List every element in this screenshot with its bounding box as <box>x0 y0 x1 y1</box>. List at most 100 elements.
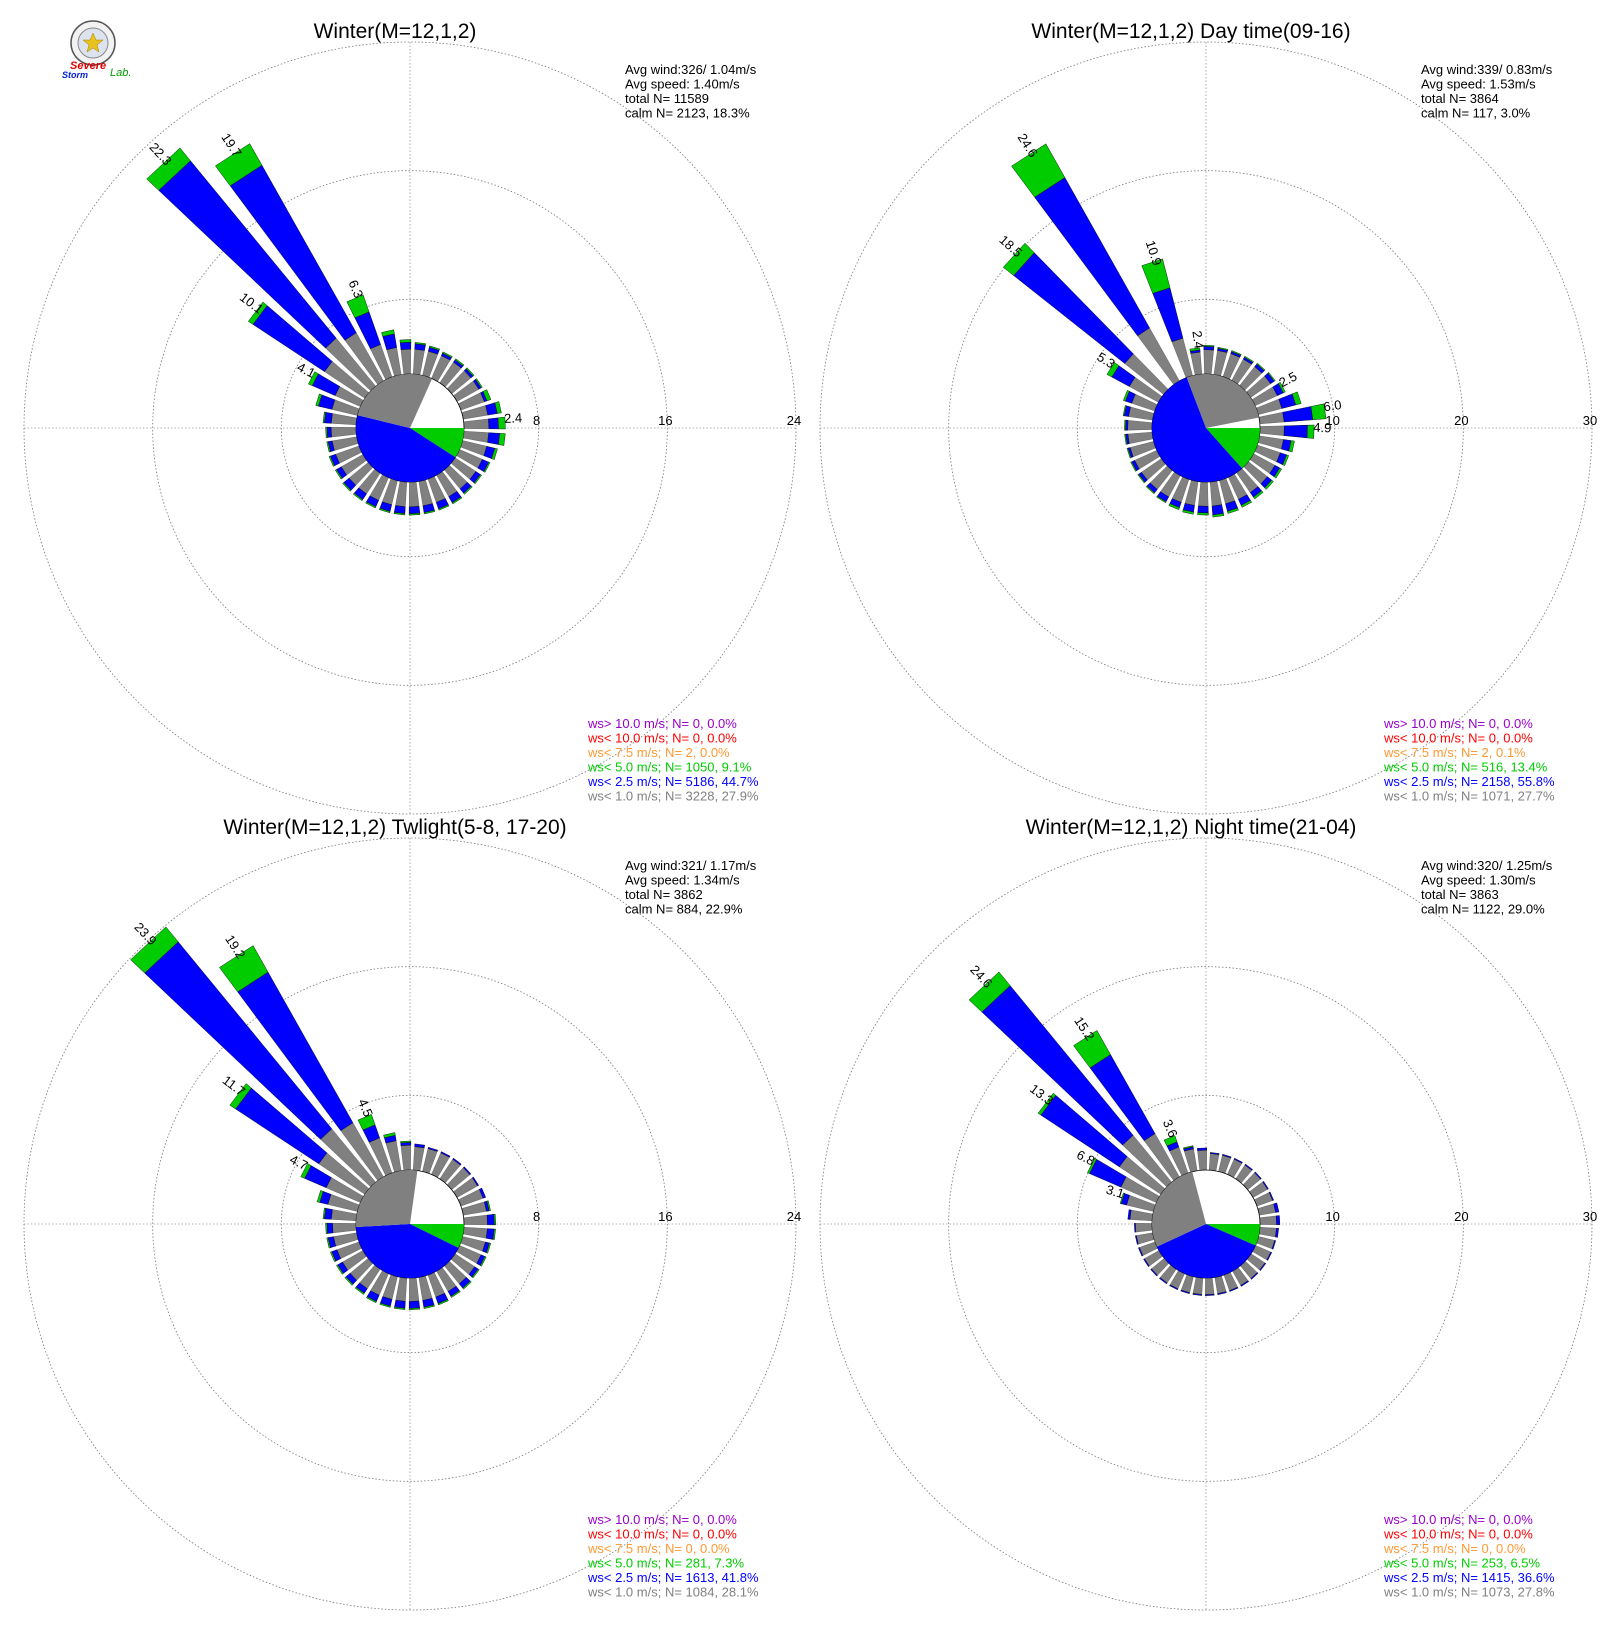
petal <box>412 342 427 378</box>
petal-green-segment <box>1267 372 1276 382</box>
legend-entry: ws< 7.5 m/s; N= 0, 0.0% <box>1383 1541 1526 1556</box>
petal <box>408 479 421 516</box>
petal: 23.9 <box>130 919 378 1189</box>
petal-green-segment <box>146 147 191 191</box>
petal-green-segment <box>1137 473 1146 484</box>
petal-green-segment <box>1087 1157 1097 1174</box>
petal <box>399 339 412 377</box>
petal-gray-segment <box>460 430 489 443</box>
ring-tick-label: 20 <box>1454 1209 1468 1224</box>
petal <box>379 476 399 514</box>
petal-gray-segment <box>395 478 408 507</box>
petal <box>456 389 492 411</box>
petal-blue-segment <box>488 417 499 430</box>
petal <box>1247 1180 1269 1199</box>
stats-line: Avg speed: 1.30m/s <box>1421 873 1536 888</box>
calm-pie-blue <box>1156 1224 1256 1278</box>
petal <box>342 460 375 492</box>
petal-value-label: 2.4 <box>504 410 523 426</box>
petal-green-segment <box>423 509 436 515</box>
lab-seal-star-icon <box>82 32 104 53</box>
petal-green-segment <box>1291 391 1302 406</box>
petal-green-segment <box>1119 1192 1125 1205</box>
petal-green-segment <box>322 411 326 424</box>
ring-tick-label: 30 <box>1583 413 1597 428</box>
petal-green-segment <box>483 461 491 473</box>
legend-entry: ws< 2.5 m/s; N= 5186, 44.7% <box>587 774 759 789</box>
logo-text-storm: Storm <box>62 70 88 80</box>
petal-blue-segment <box>1240 1280 1250 1287</box>
petal <box>1137 457 1168 484</box>
petal-green-segment <box>1182 509 1194 515</box>
petal-green-segment <box>1227 507 1239 514</box>
petal-value-label: 6.0 <box>1323 397 1343 414</box>
range-ring <box>152 966 668 1482</box>
stats-line: calm N= 2123, 18.3% <box>625 106 750 121</box>
petal <box>460 1226 496 1241</box>
ring-tick-label: 16 <box>658 1209 672 1224</box>
petal-green-segment <box>1288 440 1295 453</box>
petal <box>330 1241 364 1263</box>
petal-green-segment <box>1197 512 1209 516</box>
petal-green-segment <box>1141 258 1171 294</box>
petal-green-segment <box>325 426 328 438</box>
petal-blue-segment <box>462 1166 472 1176</box>
petal-green-segment <box>414 342 427 346</box>
ring-tick-label: 16 <box>658 413 672 428</box>
legend-entry: ws< 1.0 m/s; N= 1071, 27.7% <box>1383 789 1555 804</box>
legend-entry: ws> 10.0 m/s; N= 0, 0.0% <box>587 716 737 731</box>
petal <box>442 1259 472 1290</box>
ring-tick-label: 24 <box>787 413 801 428</box>
petal-green-segment <box>1244 355 1254 363</box>
petal <box>459 401 502 420</box>
petal-green-segment <box>393 1306 406 1310</box>
petal-blue-segment <box>326 426 332 438</box>
petal <box>325 426 359 438</box>
petal-gray-segment <box>400 1144 412 1173</box>
petal-green-segment <box>1231 350 1242 356</box>
petal-gray-segment <box>461 1214 488 1226</box>
petal <box>322 1207 360 1222</box>
petal <box>460 430 506 446</box>
petal-value-label: 2.4 <box>1189 330 1206 350</box>
petal-green-segment <box>334 469 343 480</box>
petal <box>393 1274 408 1310</box>
ring-tick-label: 8 <box>533 1209 540 1224</box>
range-ring <box>152 170 668 686</box>
petal <box>381 329 402 379</box>
legend-entry: ws< 10.0 m/s; N= 0, 0.0% <box>587 731 737 746</box>
petal-green-segment <box>1310 403 1327 420</box>
panel-title: Winter(M=12,1,2) Night time(21-04) <box>1026 816 1357 839</box>
petal-gray-segment <box>400 348 412 377</box>
petal-green-segment <box>365 501 377 509</box>
petal-green-segment <box>471 1268 480 1279</box>
petal <box>400 1140 412 1173</box>
petal-green-segment <box>1011 143 1066 198</box>
calm-pie-blue <box>356 1224 459 1279</box>
stats-line: total N= 3864 <box>1421 91 1499 106</box>
stats-line: calm N= 1122, 29.0% <box>1421 902 1545 917</box>
petal-blue-segment <box>1135 1235 1139 1245</box>
calm-pie-green <box>1206 1224 1260 1246</box>
petal-green-segment <box>1122 405 1127 417</box>
petal-blue-segment <box>1143 1258 1150 1268</box>
stats-line: calm N= 884, 22.9% <box>625 902 743 917</box>
petal-blue-segment <box>1169 1284 1179 1291</box>
petal-value-label: 3.1 <box>1104 1182 1126 1202</box>
ring-tick-label: 24 <box>787 1209 801 1224</box>
petal-green-segment <box>1183 1145 1194 1150</box>
petal-gray-segment <box>408 479 420 508</box>
legend-entry: ws< 5.0 m/s; N= 516, 13.4% <box>1383 760 1548 775</box>
petal-blue-segment <box>1138 1247 1144 1257</box>
petal-gray-segment <box>1135 1223 1155 1233</box>
petal-blue-segment <box>1282 406 1314 423</box>
petal-blue-segment <box>1127 1209 1132 1220</box>
petal-green-segment <box>1122 390 1130 402</box>
petal-green-segment <box>326 1237 331 1249</box>
petal <box>1238 1259 1259 1280</box>
petal <box>418 1273 435 1309</box>
petal <box>1150 1256 1171 1277</box>
petal-green-segment <box>1256 362 1266 372</box>
petal-blue-segment <box>1250 1272 1259 1280</box>
petal <box>421 1146 439 1176</box>
